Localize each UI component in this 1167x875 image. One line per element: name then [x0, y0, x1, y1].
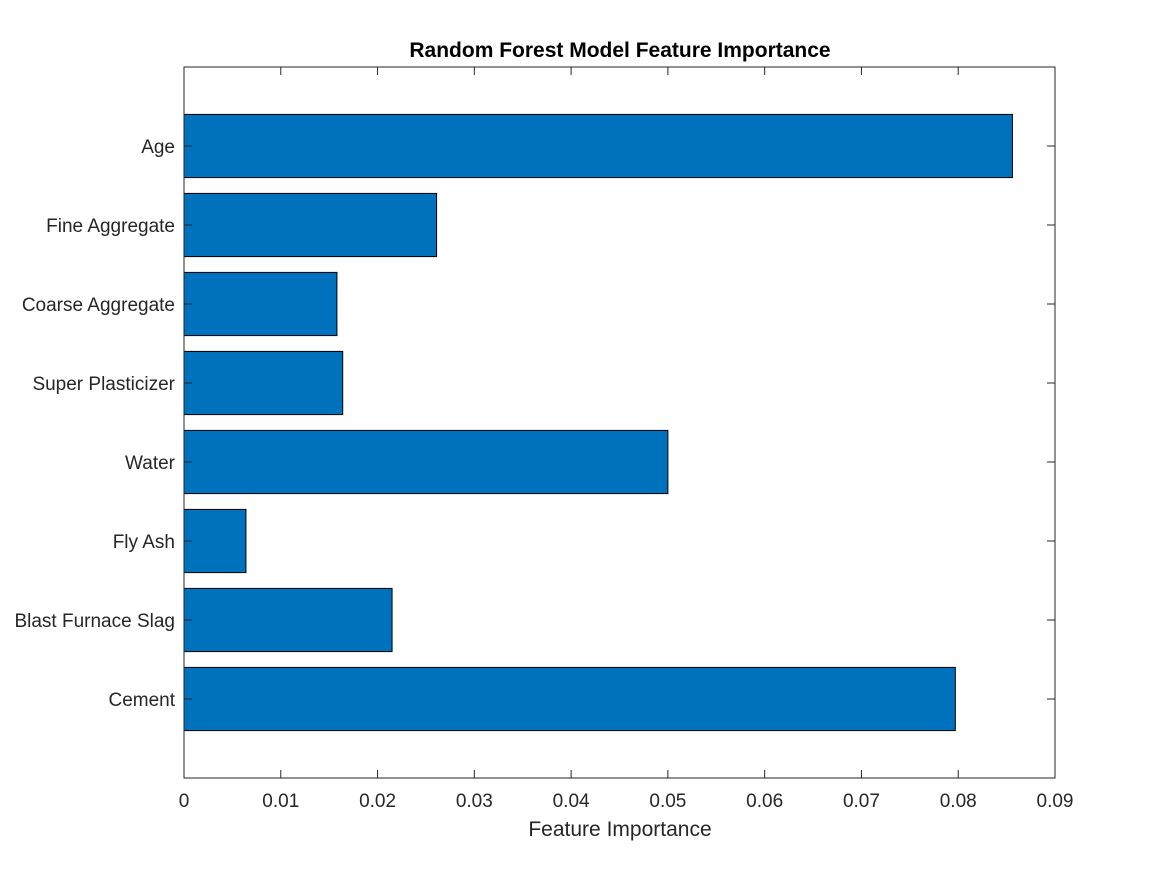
x-tick-label: 0.06 — [746, 791, 783, 812]
bar-blast-furnace-slag — [183, 587, 393, 653]
x-tick-labels: 0 0.01 0.02 0.03 0.04 0.05 0.06 0.07 0.08 0.09 — [179, 67, 1074, 812]
y-tick-labels: Cement Blast Furnace Slag Fly Ash Water Supe… — [14, 137, 1055, 711]
y-tick-label: Coarse Aggregate — [22, 295, 175, 316]
x-tick-label: 0.08 — [940, 791, 977, 812]
x-tick-label: 0.01 — [262, 791, 299, 812]
y-tick-label: Fly Ash — [113, 532, 175, 553]
y-tick-label: Cement — [108, 690, 175, 711]
y-tick-label: Blast Furnace Slag — [14, 611, 175, 632]
bar-fly-ash — [183, 508, 247, 574]
x-tick-label: 0.09 — [1037, 791, 1074, 812]
bar-fine-aggregate — [183, 192, 438, 258]
bar-coarse-aggregate — [183, 271, 338, 337]
x-tick-label: 0 — [179, 791, 190, 812]
plot-area-box — [183, 66, 1056, 779]
bar-age — [183, 113, 1013, 179]
x-tick-label: 0.05 — [649, 791, 686, 812]
x-tick-label: 0.04 — [553, 791, 590, 812]
bar-water — [183, 429, 669, 495]
bars-group — [183, 113, 1013, 732]
x-tick-label: 0.03 — [456, 791, 493, 812]
x-tick-label: 0.02 — [359, 791, 396, 812]
y-tick-label: Water — [125, 453, 176, 474]
chart-title: Random Forest Model Feature Importance — [409, 39, 830, 62]
y-tick-label: Fine Aggregate — [46, 216, 175, 237]
y-tick-label: Super Plasticizer — [32, 374, 175, 395]
x-axis-label: Feature Importance — [528, 818, 711, 841]
x-tick-label: 0.07 — [843, 791, 880, 812]
bar-cement — [183, 666, 956, 732]
bar-super-plasticizer — [183, 350, 344, 416]
y-tick-label: Age — [141, 137, 175, 158]
